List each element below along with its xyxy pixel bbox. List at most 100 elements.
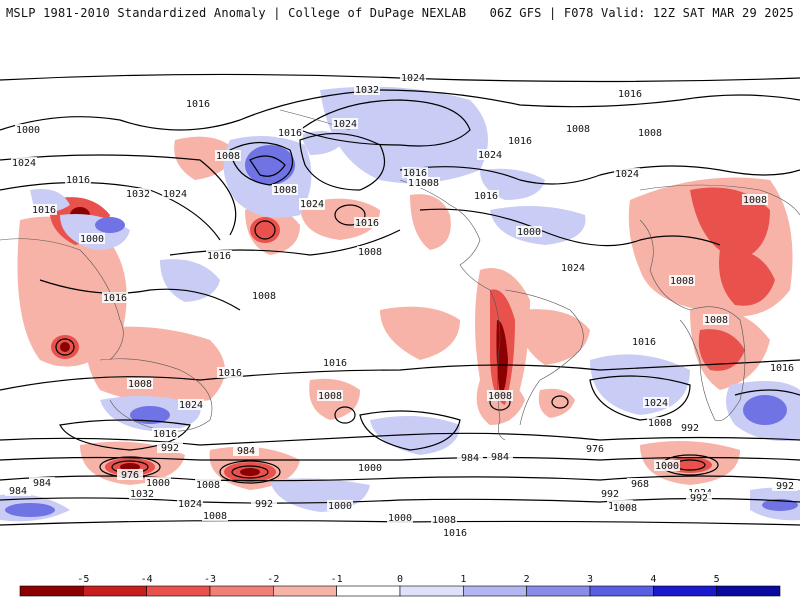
isobar-label: 1000 [358, 463, 382, 474]
colorbar-swatch [336, 585, 401, 597]
isobar-label: 1008 [670, 276, 694, 287]
isobar-label: 1008 [415, 178, 439, 189]
isobar-label: 1024 [12, 158, 36, 169]
colorbar-tick-label: -5 [77, 574, 89, 585]
isobar-label: 1008 [638, 128, 662, 139]
isobar-label: 1016 [632, 337, 656, 348]
colorbar-swatch [273, 585, 337, 597]
isobar-label: 984 [33, 478, 51, 489]
isobar-label: 976 [121, 470, 139, 481]
isobar-label: 1024 [478, 150, 502, 161]
isobar-label: 1032 [126, 189, 150, 200]
isobar-label: 992 [601, 489, 619, 500]
isobar-label: 1008 [358, 247, 382, 258]
colorbar-swatch [399, 585, 464, 597]
map-title: MSLP 1981-2010 Standardized Anomaly | Co… [6, 6, 467, 20]
isobar-label: 1016 [153, 429, 177, 440]
negative-anomaly-areas [17, 136, 793, 490]
isobar-label: 984 [491, 452, 509, 463]
colorbar-swatch [653, 585, 717, 597]
model-run-label: 06Z GFS | F078 Valid: 12Z SAT MAR 29 202… [489, 6, 794, 20]
isobar-label: 1016 [278, 128, 302, 139]
strong-positive-anomaly-areas [5, 145, 798, 517]
isobar-label: 984 [9, 486, 27, 497]
colorbar-swatch [463, 585, 527, 597]
isobar-label: 1008 [196, 480, 220, 491]
isobar-label: 1008 [613, 503, 637, 514]
isobar-label: 1008 [216, 151, 240, 162]
isobar-label: 1016 [207, 251, 231, 262]
positive-anomaly-areas [0, 86, 800, 522]
isobar-label: 992 [776, 481, 794, 492]
isobar-label: 1008 [566, 124, 590, 135]
isobar-label: 1016 [443, 528, 467, 539]
colorbar-tick-label: 0 [397, 574, 403, 585]
isobar-label: 1008 [432, 515, 456, 526]
colorbar-swatch [716, 585, 781, 597]
colorbar-tick-label: -4 [141, 574, 153, 585]
isobar-label: 1024 [615, 169, 639, 180]
colorbar-tick-label: 2 [524, 574, 530, 585]
isobar-label: 992 [690, 493, 708, 504]
isobar-label: 1008 [252, 291, 276, 302]
colorbar-tick-label: 5 [714, 574, 720, 585]
anomaly-map: 1024 1032 1016 1016 1000 1008 1024 1016 1008 1016… [0, 40, 800, 560]
colorbar-swatch [589, 585, 654, 597]
isobar-label: 1016 [403, 168, 427, 179]
isobar-label: 1024 [179, 400, 203, 411]
isobar-label: 1024 [644, 398, 668, 409]
isobar-label: 1024 [561, 263, 585, 274]
isobar-label: 1008 [203, 511, 227, 522]
isobar-label: 1016 [323, 358, 347, 369]
isobar-label: 992 [681, 423, 699, 434]
isobar-label: 1000 [80, 234, 104, 245]
isobar-label: 1008 [318, 391, 342, 402]
isobar-label: 1008 [704, 315, 728, 326]
isobar-label: 992 [255, 499, 273, 510]
isobar-label: 1016 [32, 205, 56, 216]
isobar-label: 1024 [300, 199, 324, 210]
isobar-label: 1016 [355, 218, 379, 229]
isobar-label: 1016 [218, 368, 242, 379]
colorbar-swatch [83, 585, 147, 597]
isobar-label: 1000 [517, 227, 541, 238]
isobar-label: 1000 [146, 478, 170, 489]
isobar-label: 1024 [163, 189, 187, 200]
anomaly-colorbar: -5 -4 -3 -2 -1 0 1 2 3 4 5 [0, 560, 800, 600]
isobar-label: 976 [586, 444, 604, 455]
isobar-label: 1008 [648, 418, 672, 429]
isobar-label: 1000 [16, 125, 40, 136]
isobar-label: 1008 [273, 185, 297, 196]
isobar-label: 984 [237, 446, 255, 457]
colorbar-tick-label: -2 [267, 574, 279, 585]
isobar-label: 984 [461, 453, 479, 464]
isobar-label: 1000 [388, 513, 412, 524]
colorbar-swatch [526, 585, 591, 597]
isobar-label: 1016 [66, 175, 90, 186]
colorbar-tick-label: 1 [460, 574, 466, 585]
isobar-label: 1032 [355, 85, 379, 96]
isobar-label: 1016 [618, 89, 642, 100]
isobar-label: 992 [161, 443, 179, 454]
colorbar-swatch [209, 585, 274, 597]
colorbar-tick-label: 3 [587, 574, 593, 585]
isobar-label: 1024 [401, 73, 425, 84]
isobar-label: 1024 [333, 119, 357, 130]
colorbar-tick-label: -3 [204, 574, 216, 585]
colorbar-tick-labels: -5 -4 -3 -2 -1 0 1 2 3 4 5 [77, 574, 719, 585]
colorbar-swatches [19, 585, 781, 597]
isobar-label: 1024 [178, 499, 202, 510]
isobar-label: 1000 [655, 461, 679, 472]
colorbar-tick-label: 4 [650, 574, 656, 585]
isobar-label: 1008 [488, 391, 512, 402]
isobar-label: 1016 [508, 136, 532, 147]
isobar-label: 1032 [130, 489, 154, 500]
isobar-label: 1008 [743, 195, 767, 206]
coastlines [0, 109, 800, 441]
colorbar-swatch [146, 585, 211, 597]
isobar-label: 1008 [128, 379, 152, 390]
isobar-label: 1016 [474, 191, 498, 202]
colorbar-swatch [19, 585, 84, 597]
isobar-label: 1016 [186, 99, 210, 110]
